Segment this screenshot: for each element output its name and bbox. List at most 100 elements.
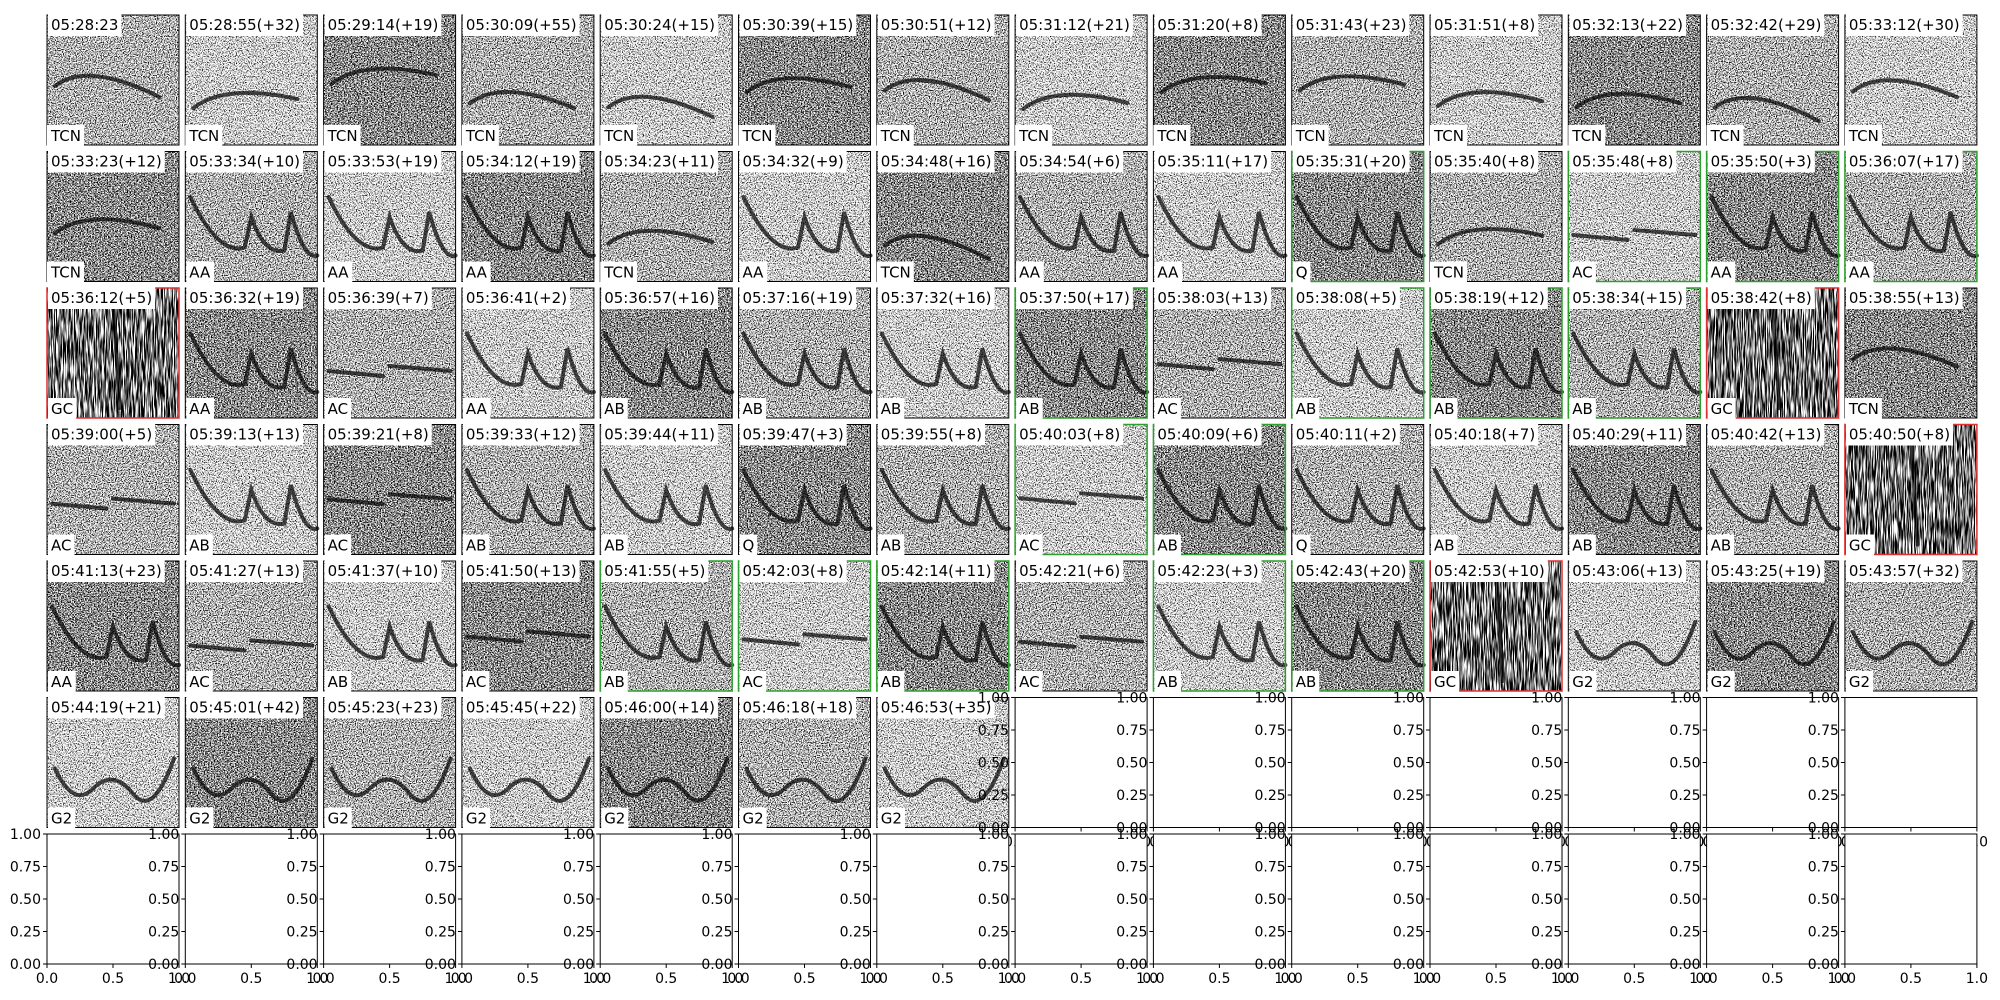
class-label: G2	[51, 810, 72, 828]
spectrogram-panel: 05:42:21(+6) AC	[1014, 560, 1148, 693]
class-label-background	[600, 261, 638, 284]
y-tick-label: 0.00	[286, 957, 317, 973]
spectrogram-noise	[323, 424, 456, 555]
y-tick-label: 0.50	[1808, 892, 1839, 908]
time-label-background	[1569, 560, 1687, 582]
time-label-background	[1016, 150, 1124, 173]
y-tick-label: 0.00	[148, 957, 179, 973]
spectrogram-panel: 05:39:33(+12) AB	[461, 423, 596, 557]
class-label-background	[461, 125, 499, 147]
time-label: 05:36:07(+17)	[1849, 153, 1960, 171]
class-label: AA	[51, 673, 73, 691]
call-contour	[329, 66, 438, 86]
axes-frame	[1844, 833, 1978, 965]
spectrogram-panel: 05:28:23 TCN	[46, 14, 180, 147]
call-contour	[467, 89, 577, 111]
empty-axes: 0.00 0.25 0.50 0.75 1.00 0.0 0.5 1.0	[1531, 827, 1711, 987]
class-label-background	[1707, 671, 1735, 693]
spectrogram-panel: 05:38:34(+15) AB	[1567, 287, 1703, 420]
empty-axes: 0.00 0.25 0.50 0.75 1.00 0.0 0.5 1.0	[701, 827, 881, 987]
class-label-background	[738, 125, 776, 147]
time-label-background	[186, 423, 304, 446]
empty-axes: 0.00 0.25 0.50 0.75 1.00 0.0 0.5 1.0	[840, 827, 1020, 987]
class-label-background	[324, 671, 352, 693]
class-label-background	[877, 398, 905, 420]
spectrogram-panel: 05:34:54(+6) AA	[1014, 150, 1150, 284]
class-label-background	[739, 807, 767, 830]
time-label-background	[1431, 423, 1539, 446]
call-contour	[326, 492, 453, 507]
x-tick-label: 1.0	[1827, 971, 1849, 987]
empty-axes: 0.00 0.25 0.50 0.75 1.00 0.0 0.5 1.0	[10, 827, 190, 987]
time-label-background	[1016, 14, 1133, 36]
time-label: 05:45:23(+23)	[328, 699, 439, 717]
spectrogram-panel: 05:30:39(+15) TCN	[738, 14, 871, 147]
call-contour	[111, 296, 122, 410]
class-label-background	[48, 671, 76, 693]
class-label-background	[739, 671, 766, 693]
spectrogram-noise	[185, 697, 318, 828]
class-label: TCN	[603, 127, 634, 145]
spectrogram-panel: 05:32:42(+29) TCN	[1706, 14, 1840, 147]
x-tick-label: 1.0	[168, 971, 190, 987]
class-label-background	[1707, 398, 1736, 420]
y-tick-label: 0.25	[1255, 925, 1286, 941]
class-label: TCN	[603, 264, 634, 282]
x-tick-label: 0.5	[1208, 971, 1230, 987]
time-label: 05:41:27(+13)	[189, 562, 300, 580]
class-label: TCN	[1433, 264, 1464, 282]
time-label: 05:41:50(+13)	[466, 562, 577, 580]
x-tick-label: 1.0	[859, 971, 881, 987]
class-label: AB	[1019, 400, 1040, 418]
time-label: 05:43:06(+13)	[1572, 562, 1683, 580]
class-label-background	[1569, 534, 1596, 557]
class-label: G2	[328, 810, 349, 828]
call-contour	[1433, 468, 1564, 531]
time-label: 05:37:16(+19)	[743, 289, 854, 307]
axes-frame	[323, 833, 457, 965]
x-tick-label: 0.0	[727, 971, 749, 987]
class-label: Q	[743, 537, 755, 555]
time-label-background	[1845, 287, 1963, 309]
spectrogram-panel: 05:42:23(+3) AB	[1152, 560, 1288, 693]
time-label: 05:46:00(+14)	[604, 699, 715, 717]
y-tick-label: 1.00	[1393, 691, 1424, 707]
empty-axes: 0.00 0.25 0.50 0.75 1.00 0.0 0.5 1.0	[1669, 827, 1849, 987]
time-label-background	[1292, 423, 1400, 446]
spectrogram-noise	[600, 15, 733, 145]
time-label-background	[48, 423, 156, 446]
call-contour	[882, 78, 991, 103]
class-label: AB	[604, 400, 625, 418]
class-label: AA	[466, 400, 488, 418]
y-tick-label: 0.50	[1669, 756, 1700, 772]
class-label-background	[186, 534, 213, 557]
class-label: AB	[1711, 537, 1732, 555]
time-label: 05:32:13(+22)	[1572, 16, 1683, 34]
time-label-background	[48, 287, 156, 309]
time-label-background	[601, 150, 718, 173]
class-label: TCN	[1295, 127, 1326, 145]
time-label-background	[1707, 423, 1825, 446]
class-label: G2	[466, 810, 487, 828]
spectrogram-panel: 05:30:09(+55) TCN	[461, 14, 595, 147]
call-contour	[326, 364, 453, 379]
call-contour	[1156, 195, 1288, 258]
y-tick-label: 0.50	[1255, 892, 1286, 908]
spectrogram-panel: 05:44:19(+21) G2	[46, 696, 180, 830]
class-label-background	[48, 398, 77, 420]
y-tick-label: 0.75	[1669, 860, 1700, 876]
axes-frame	[1291, 697, 1425, 828]
time-label: 05:42:14(+11)	[881, 562, 992, 580]
call-contour	[1436, 227, 1545, 247]
class-label: AC	[51, 537, 71, 555]
spectrogram-noise	[47, 424, 179, 555]
time-label: 05:40:11(+2)	[1296, 426, 1397, 444]
time-label: 05:42:03(+8)	[743, 562, 844, 580]
spectrogram-noise	[323, 697, 456, 828]
spectrogram-panel: 05:35:11(+17) AA	[1152, 150, 1288, 284]
x-tick-label: 1.0	[998, 971, 1020, 987]
class-label-background	[324, 807, 352, 830]
class-label: AC	[743, 673, 763, 691]
call-contour	[603, 331, 735, 395]
class-label: G2	[1572, 673, 1593, 691]
